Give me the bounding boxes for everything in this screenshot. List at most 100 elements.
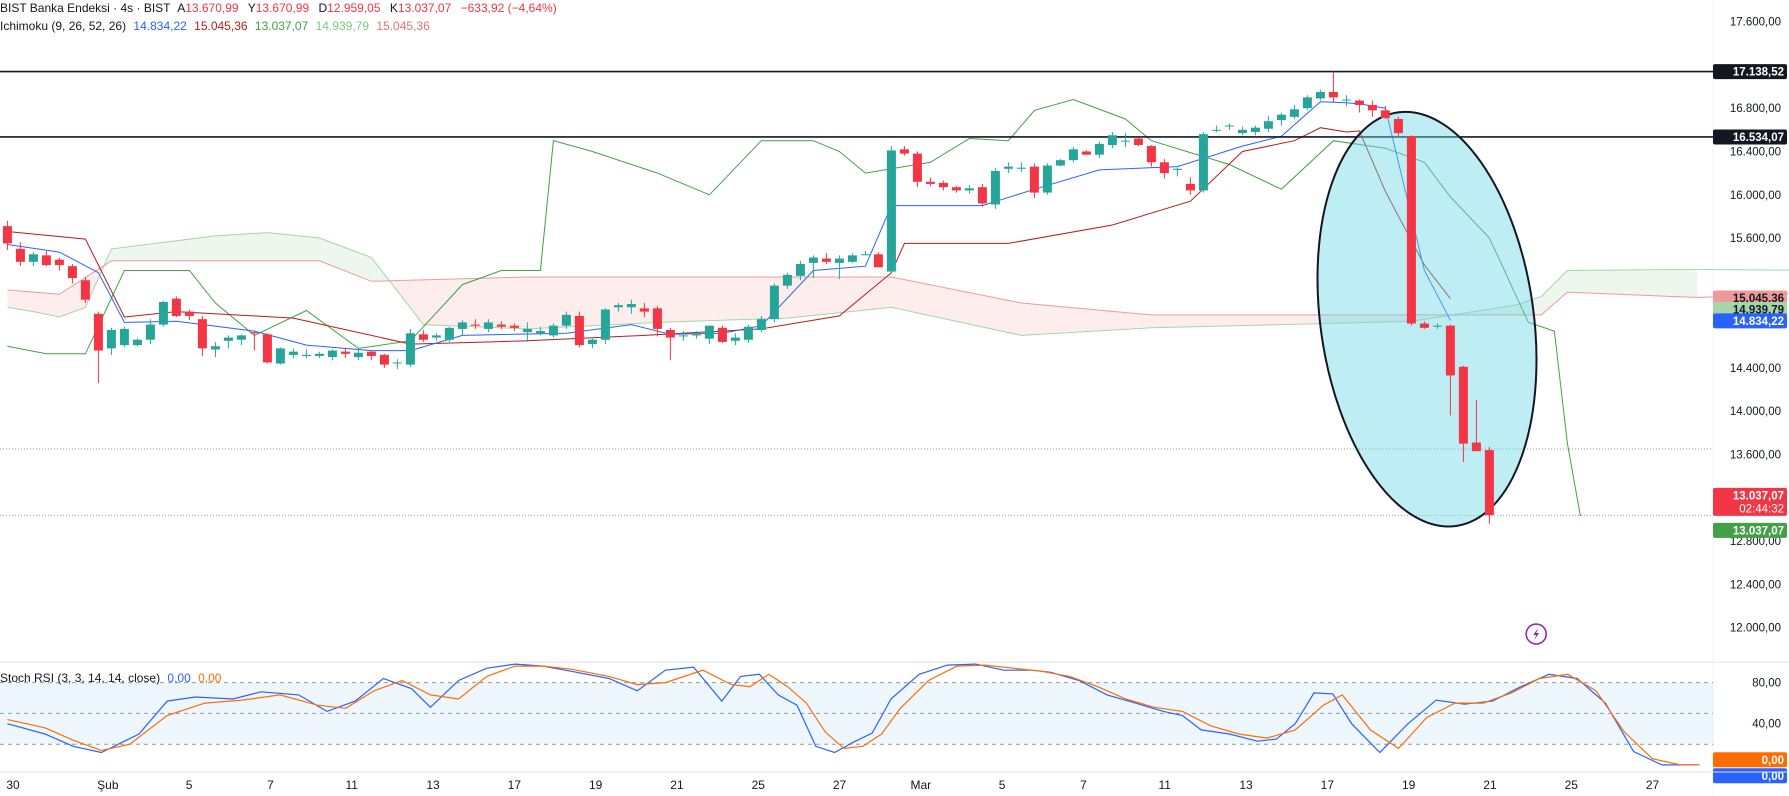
candle[interactable] — [613, 302, 623, 312]
indicator-price-tag-3-bg[interactable] — [1713, 313, 1787, 329]
candle[interactable] — [509, 323, 519, 332]
candle[interactable] — [1393, 116, 1403, 137]
candle[interactable] — [1484, 446, 1494, 524]
candle[interactable] — [561, 311, 571, 329]
candle[interactable] — [1237, 126, 1247, 136]
candle[interactable] — [249, 331, 259, 351]
indicator-price-tag-0-bg[interactable] — [1713, 290, 1787, 306]
candle[interactable] — [1354, 99, 1364, 113]
indicator-price-tag-4-bg[interactable] — [1713, 487, 1787, 516]
candle[interactable] — [210, 341, 220, 358]
candle[interactable] — [145, 319, 155, 345]
candle[interactable] — [444, 326, 454, 342]
candle[interactable] — [275, 347, 285, 365]
candle[interactable] — [197, 315, 207, 356]
candle[interactable] — [1159, 159, 1169, 179]
candle[interactable] — [730, 333, 740, 346]
candle[interactable] — [1367, 100, 1377, 117]
candle[interactable] — [899, 146, 909, 156]
candle[interactable] — [704, 325, 714, 345]
indicator-price-tag-5-bg[interactable] — [1713, 522, 1787, 538]
candle[interactable] — [847, 253, 857, 263]
candle[interactable] — [678, 331, 688, 341]
candle[interactable] — [392, 359, 402, 369]
candle[interactable] — [67, 264, 77, 284]
candle[interactable] — [834, 255, 844, 280]
candle[interactable] — [2, 220, 12, 250]
candle[interactable] — [1016, 162, 1026, 173]
line-price-tag-0-bg[interactable] — [1713, 64, 1787, 80]
candle[interactable] — [1432, 323, 1442, 329]
lightning-icon[interactable] — [1525, 623, 1547, 645]
candle[interactable] — [1042, 163, 1052, 195]
candle[interactable] — [340, 348, 350, 359]
candle[interactable] — [366, 350, 376, 361]
candle[interactable] — [1276, 112, 1286, 126]
candle[interactable] — [1224, 123, 1234, 130]
candle[interactable] — [548, 323, 558, 338]
candle[interactable] — [600, 308, 610, 345]
candle[interactable] — [1146, 144, 1156, 167]
candle[interactable] — [808, 255, 818, 279]
candle[interactable] — [756, 315, 766, 333]
candle[interactable] — [1198, 132, 1208, 193]
candle[interactable] — [1211, 125, 1221, 132]
candle[interactable] — [1068, 147, 1078, 163]
candle[interactable] — [886, 146, 896, 272]
candle[interactable] — [1341, 95, 1351, 107]
candle[interactable] — [236, 334, 246, 346]
candle[interactable] — [639, 302, 649, 318]
candle[interactable] — [860, 251, 870, 256]
stoch-title[interactable]: Stoch RSI (3, 3, 14, 14, close) — [0, 671, 161, 685]
candle[interactable] — [457, 320, 467, 336]
candle[interactable] — [873, 252, 883, 268]
candle[interactable] — [1315, 89, 1325, 101]
candle[interactable] — [1094, 141, 1104, 158]
candle[interactable] — [119, 326, 129, 348]
candle[interactable] — [1471, 400, 1481, 452]
candle[interactable] — [80, 276, 90, 303]
candle[interactable] — [15, 242, 25, 267]
candle[interactable] — [223, 335, 233, 349]
stoch-rsi-pane[interactable] — [0, 663, 1713, 766]
time-axis[interactable]: 30 Şub 5 7 11 13 17 19 21 25 27 Mar 5 7 11 13 17 19 21 25 27 — [0, 771, 1789, 792]
candle[interactable] — [977, 183, 987, 207]
candle[interactable] — [1055, 159, 1065, 167]
candle[interactable] — [379, 353, 389, 368]
candle[interactable] — [769, 283, 779, 323]
candle[interactable] — [327, 349, 337, 361]
candle[interactable] — [626, 299, 636, 314]
candle[interactable] — [470, 319, 480, 329]
candle[interactable] — [1406, 135, 1416, 326]
candle[interactable] — [353, 348, 363, 361]
price-axis[interactable]: 17.600,00 16.800,00 16.400,00 16.000,00 15.6… — [1713, 17, 1787, 784]
line-price-tag-1-bg[interactable] — [1713, 129, 1787, 145]
candle[interactable] — [184, 309, 194, 321]
candle[interactable] — [782, 272, 792, 289]
ichimoku-title[interactable]: Ichimoku (9, 26, 52, 26) — [0, 19, 127, 33]
candle[interactable] — [418, 330, 428, 342]
candle[interactable] — [990, 167, 1000, 209]
candle[interactable] — [1263, 115, 1273, 132]
candle[interactable] — [132, 338, 142, 347]
highlight-ellipse[interactable] — [1292, 98, 1561, 541]
candle[interactable] — [587, 337, 597, 349]
candle[interactable] — [483, 319, 493, 333]
candle[interactable] — [574, 311, 584, 348]
candle[interactable] — [171, 296, 181, 318]
candle[interactable] — [496, 321, 506, 329]
candle[interactable] — [314, 351, 324, 359]
candle[interactable] — [262, 333, 272, 364]
candle[interactable] — [1133, 137, 1143, 147]
candle[interactable] — [925, 177, 935, 187]
stoch-d-tag-bg[interactable] — [1713, 752, 1787, 768]
candle[interactable] — [41, 251, 51, 267]
candle[interactable] — [821, 253, 831, 264]
candle[interactable] — [717, 325, 727, 343]
candle[interactable] — [158, 300, 168, 327]
candle[interactable] — [1302, 95, 1312, 111]
candle[interactable] — [1172, 167, 1182, 177]
candle[interactable] — [951, 186, 961, 193]
indicator-price-tag-2-bg[interactable] — [1713, 301, 1787, 317]
